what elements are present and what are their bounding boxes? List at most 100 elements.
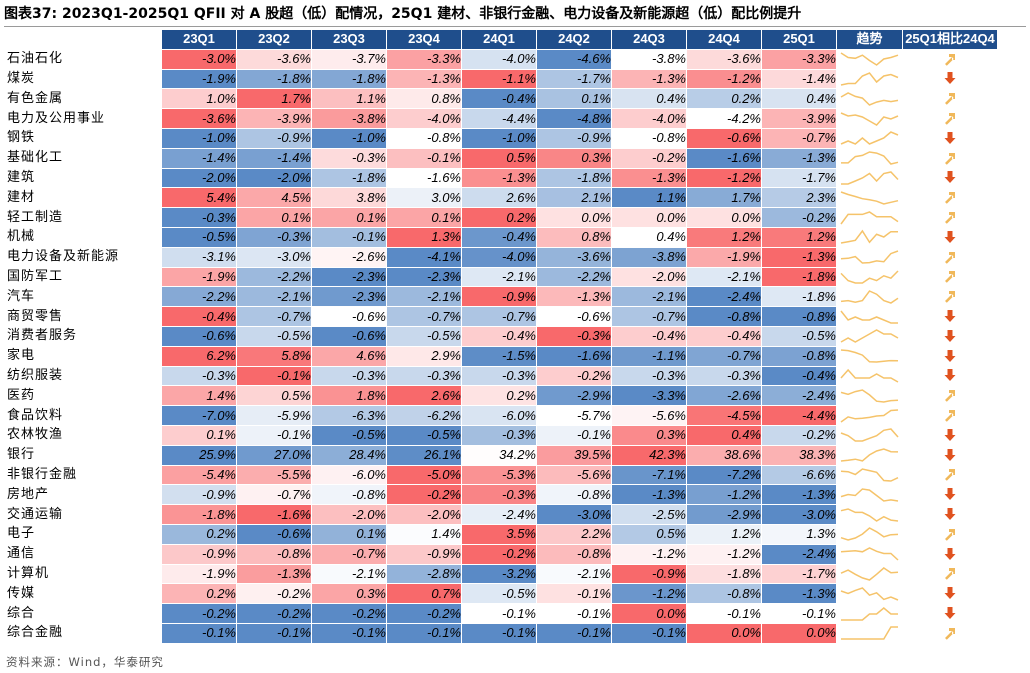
trend-sparkline [840, 487, 899, 502]
value-cell: -1.2% [686, 484, 762, 506]
trend-cell [836, 484, 903, 506]
value-cell: 0.1% [236, 207, 312, 228]
value-cell: -1.1% [461, 68, 537, 90]
value-cell: -0.8% [311, 484, 387, 506]
value-cell: -3.0% [236, 246, 312, 268]
industry-name: 房地产 [6, 484, 162, 506]
value-cell: -0.9% [236, 127, 312, 149]
trend-sparkline [840, 586, 899, 601]
change-cell [902, 325, 998, 347]
value-cell: -1.8% [311, 68, 387, 90]
value-cell: -2.4% [761, 543, 837, 565]
value-cell: -1.3% [761, 147, 837, 169]
trend-line [840, 408, 899, 423]
value-cell: -6.2% [386, 405, 462, 426]
arrow-up-right-icon [945, 113, 955, 125]
change-cell [902, 583, 998, 605]
value-cell: -0.2% [236, 603, 312, 624]
value-cell: -0.4% [461, 325, 537, 347]
trend-sparkline [840, 210, 899, 225]
value-cell: -1.3% [611, 484, 687, 506]
change-cell [902, 543, 998, 565]
value-cell: -6.0% [311, 464, 387, 486]
trend-sparkline [840, 527, 899, 542]
trend-cell [836, 345, 903, 367]
value-cell: 1.2% [686, 226, 762, 248]
value-cell: -0.2% [461, 543, 537, 565]
value-cell: -2.0% [161, 167, 237, 189]
value-cell: -0.1% [311, 226, 387, 248]
value-cell: -0.8% [686, 306, 762, 327]
value-cell: -2.0% [311, 504, 387, 525]
value-cell: -2.2% [161, 286, 237, 308]
page-title: 图表37: 2023Q1-2025Q1 QFII 对 A 股超（低）配情况，25… [4, 6, 802, 22]
value-cell: -3.3% [611, 385, 687, 407]
trend-line [841, 171, 899, 185]
arrow-up-right-icon [945, 192, 955, 205]
table-row: 纺织服装 -0.3% -0.1% -0.3% -0.3% -0.3% -0.2% -0.3% -… [6, 365, 998, 387]
trend-line [841, 626, 898, 641]
trend-cell [836, 444, 903, 466]
value-cell: -7.1% [611, 464, 687, 486]
value-cell: 3.5% [461, 523, 537, 545]
trend-cell [836, 226, 903, 248]
table-row: 机械 -0.5% -0.3% -0.1% 1.3% -0.4% 0.8% 0.4% 1.2% 1.… [6, 226, 998, 248]
value-cell: -3.0% [161, 48, 237, 70]
value-cell: 0.4% [686, 424, 762, 446]
table-row: 汽车 -2.2% -2.1% -2.3% -2.1% -0.9% -1.3% -2.1% -2.… [6, 286, 998, 308]
value-cell: 0.2% [686, 88, 762, 110]
value-cell: -2.9% [686, 504, 762, 525]
value-cell: -3.8% [611, 48, 687, 70]
value-cell: -2.1% [461, 266, 537, 288]
value-cell: -7.0% [161, 405, 237, 426]
value-cell: -1.2% [686, 543, 762, 565]
value-cell: 2.6% [386, 385, 462, 407]
value-cell: -1.3% [761, 246, 837, 268]
value-cell: -0.3% [686, 365, 762, 387]
value-cell: 42.3% [611, 444, 687, 466]
value-cell: 1.2% [761, 226, 837, 248]
value-cell: -1.3% [461, 167, 537, 189]
column-header: 23Q1 [161, 29, 237, 50]
value-cell: 0.3% [311, 583, 387, 605]
value-cell: -0.1% [386, 147, 462, 169]
industry-name: 基础化工 [6, 147, 162, 169]
trend-cell [836, 543, 903, 565]
value-cell: -1.5% [461, 345, 537, 367]
arrow-up-right-icon [945, 271, 955, 284]
value-cell: -0.9% [161, 543, 237, 565]
value-cell: -5.6% [536, 464, 612, 486]
value-cell: -3.6% [161, 108, 237, 129]
value-cell: -0.8% [686, 583, 762, 605]
value-cell: -1.3% [611, 68, 687, 90]
value-cell: -0.9% [161, 484, 237, 506]
value-cell: -0.3% [311, 147, 387, 169]
value-cell: -0.6% [161, 325, 237, 347]
trend-cell [836, 48, 903, 70]
value-cell: -5.9% [236, 405, 312, 426]
arrow-down-icon [944, 310, 956, 323]
table-row: 国防军工 -1.9% -2.2% -2.3% -2.3% -2.1% -2.2% -2.0% -… [6, 266, 998, 288]
value-cell: 0.1% [311, 523, 387, 545]
value-cell: -0.9% [536, 127, 612, 149]
value-cell: 0.5% [461, 147, 537, 169]
value-cell: -0.1% [461, 622, 537, 644]
trend-line [840, 111, 899, 126]
value-cell: -4.6% [536, 48, 612, 70]
value-cell: -0.2% [386, 603, 462, 624]
trend-line [840, 210, 899, 225]
value-cell: -1.6% [236, 504, 312, 525]
trend-line [840, 191, 899, 205]
arrow-down-icon [944, 488, 956, 501]
table-row: 轻工制造 -0.3% 0.1% 0.1% 0.1% 0.2% 0.0% 0.0% 0.0% -0.… [6, 207, 998, 228]
value-cell: -5.4% [161, 464, 237, 486]
trend-line [840, 250, 899, 264]
value-cell: 0.1% [161, 424, 237, 446]
change-cell [902, 266, 998, 288]
trend-sparkline [840, 52, 899, 67]
value-cell: -2.2% [236, 266, 312, 288]
trend-sparkline [840, 310, 898, 324]
arrow-down-icon [944, 547, 956, 560]
value-cell: -1.8% [311, 167, 387, 189]
industry-name: 非银行金融 [6, 464, 162, 486]
